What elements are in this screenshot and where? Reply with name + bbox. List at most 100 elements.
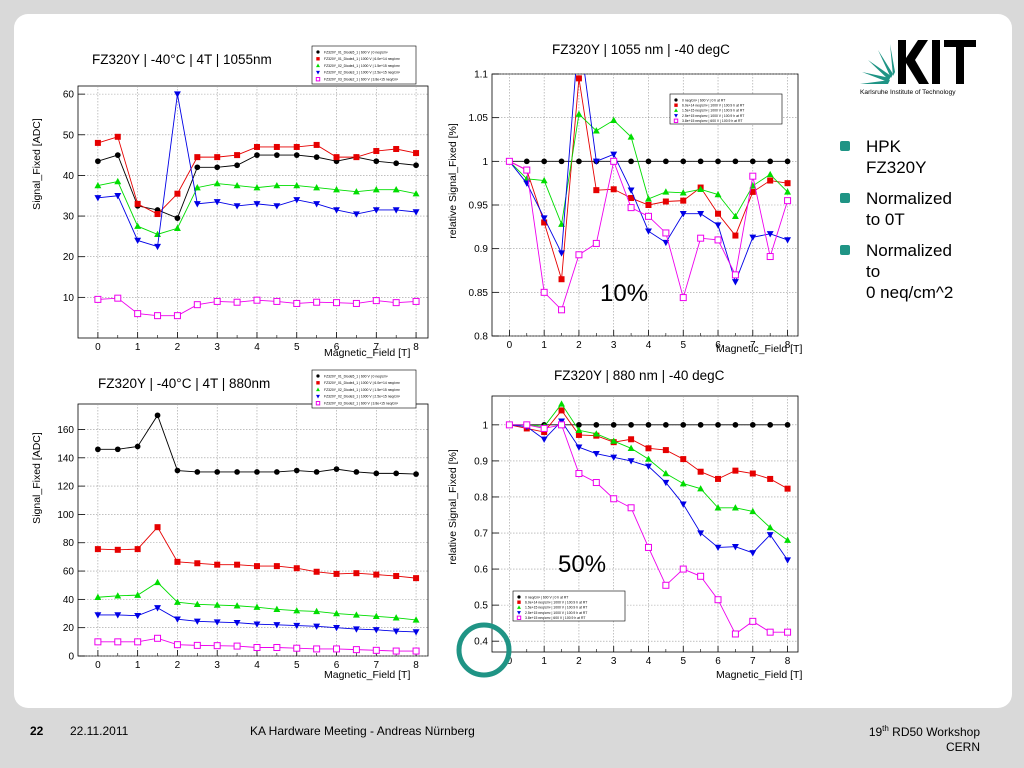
data-point: [293, 622, 301, 630]
data-point: [749, 234, 757, 241]
x-tick-label: 6: [334, 342, 340, 353]
legend-box: [512, 590, 626, 622]
x-tick-label: 6: [334, 660, 340, 671]
data-point: [114, 612, 122, 619]
data-point: [731, 544, 739, 551]
bullet-item: Normalized to 0 neq/cm^2: [840, 240, 1000, 303]
x-tick-label: 0: [507, 340, 513, 351]
data-point: [233, 602, 241, 609]
data-point: [194, 469, 201, 475]
data-point: [627, 133, 635, 140]
data-point: [154, 524, 161, 531]
data-point: [174, 190, 181, 197]
x-tick-label: 4: [646, 656, 652, 667]
data-point: [540, 424, 548, 432]
data-point: [134, 591, 142, 598]
x-tick-label: 8: [785, 340, 791, 351]
data-point: [697, 158, 704, 165]
data-point: [333, 645, 341, 653]
legend-entry: 6.0e+14 neq/cm² | 1000 V | 100.9 h at RT: [525, 601, 587, 605]
data-point: [333, 466, 340, 472]
data-point: [234, 162, 240, 169]
data-point: [333, 154, 340, 161]
chart-signal-880nm: 0 1 2 3 4 5 6 7 8 0 20 40 60 80 100 120 140 160 FZ320Y | -…: [28, 368, 440, 686]
data-point: [645, 421, 652, 428]
data-point: [273, 644, 281, 652]
data-point: [697, 530, 705, 537]
data-point: [784, 536, 792, 543]
data-point: [114, 592, 122, 599]
legend-marker: [516, 615, 522, 621]
data-point: [541, 158, 548, 165]
slide-footer: 22 22.11.2011 KA Hardware Meeting - Andr…: [0, 714, 1024, 768]
x-tick-label: 8: [413, 660, 419, 671]
series-4: [94, 91, 420, 251]
data-point: [592, 450, 600, 458]
data-point: [731, 212, 739, 220]
data-point: [541, 429, 548, 436]
data-point: [592, 127, 600, 134]
data-point: [766, 170, 774, 178]
chart-title: FZ320Y | -40°C | 4T | 1055nm: [92, 52, 272, 67]
bullet-text: HPK FZ320Y: [866, 137, 927, 177]
data-point: [134, 638, 142, 646]
y-tick-label: 1: [482, 420, 488, 431]
x-tick-label: 7: [750, 340, 756, 351]
y-tick-label: 0.8: [474, 492, 488, 503]
data-point: [575, 75, 582, 82]
series-5: [94, 634, 420, 655]
data-point: [173, 641, 181, 649]
data-point: [523, 421, 531, 429]
data-point: [173, 91, 181, 98]
data-point: [313, 141, 320, 148]
data-point: [592, 479, 600, 487]
data-point: [610, 186, 617, 193]
data-point: [253, 603, 261, 610]
legend-entry: 0 neq/cm² | 600 V | 0 h at RT: [682, 98, 725, 102]
data-point: [273, 563, 280, 570]
data-point: [413, 150, 420, 157]
legend-entry: 2.5e+15 neq/cm² | 1000 V | 100.9 h at RT: [682, 114, 744, 118]
x-tick-label: 4: [646, 340, 652, 351]
data-point: [372, 612, 380, 620]
workshop-suffix: th: [882, 724, 889, 733]
data-point: [134, 612, 142, 620]
data-point: [767, 158, 774, 165]
data-point: [749, 617, 757, 625]
data-point: [134, 443, 141, 450]
data-point: [732, 158, 739, 165]
data-point: [731, 630, 739, 638]
data-point: [714, 504, 722, 511]
footer-meeting: KA Hardware Meeting - Andreas Nürnberg: [250, 724, 475, 738]
data-point: [784, 421, 791, 428]
legend-entry: 3.8e+15 neq/cm² | 600 V | 100.9 h at RT: [525, 616, 585, 620]
data-point: [784, 158, 791, 165]
legend-marker: [673, 118, 679, 123]
x-axis-label: Magnetic_Field [T]: [324, 347, 410, 359]
data-point: [628, 195, 635, 202]
data-point: [193, 201, 201, 208]
data-point: [94, 546, 101, 553]
data-point: [715, 210, 722, 217]
data-point: [174, 215, 181, 221]
data-point: [627, 504, 635, 512]
series-5: [94, 294, 420, 320]
data-point: [662, 229, 670, 237]
data-point: [592, 430, 600, 437]
data-point: [575, 110, 583, 117]
legend-marker: [517, 605, 521, 609]
data-point: [784, 180, 791, 187]
legend-marker: [517, 611, 521, 615]
legend-box: [311, 369, 417, 409]
data-point: [662, 469, 670, 477]
chart-title: FZ320Y | -40°C | 4T | 880nm: [98, 376, 270, 391]
chart-signal-1055nm: 0 1 2 3 4 5 6 7 8 10 20 30 40 50 60 FZ320Y | -40°C | 4T…: [28, 44, 440, 362]
data-point: [784, 628, 792, 636]
data-point: [193, 618, 201, 625]
data-point: [352, 646, 360, 654]
data-point: [94, 181, 102, 189]
data-point: [293, 565, 300, 572]
data-point: [679, 294, 687, 302]
data-point: [154, 312, 162, 320]
highlight-circle: [456, 622, 512, 678]
